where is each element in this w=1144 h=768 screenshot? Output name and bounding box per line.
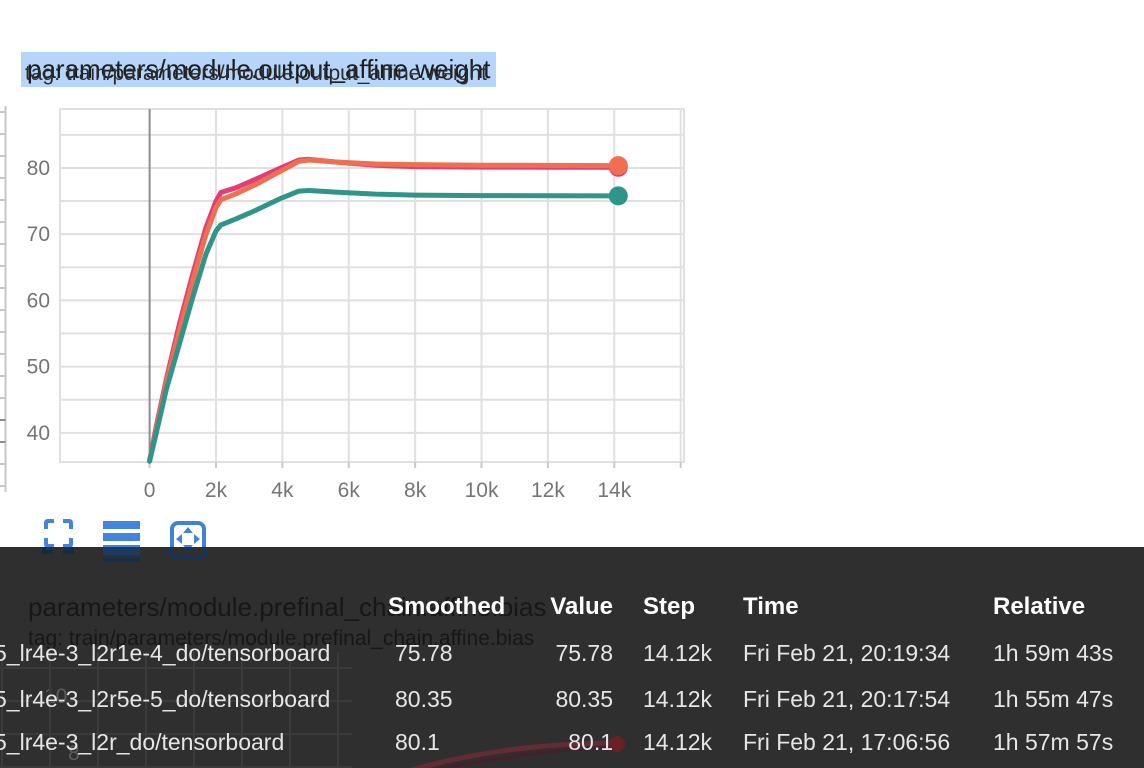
run-name: 5_lr4e-3_l2r_do/tensorboard: [0, 729, 285, 755]
run-step: 14.12k: [643, 729, 713, 755]
y-tick-label: 60: [27, 289, 50, 312]
run-smoothed: 80.1: [395, 729, 440, 755]
run-time: Fri Feb 21, 17:06:56: [743, 729, 951, 755]
fullscreen-button[interactable]: [43, 518, 74, 552]
series-line: [147, 157, 621, 464]
ghost-card-tag: tag: train/parameters/module.prefinal_ch…: [28, 627, 535, 650]
card-title-selected-text: parameters/module.output_affine.weight: [21, 52, 497, 87]
card-tag: tag: train/parameters/module.output_affi…: [25, 62, 487, 85]
run-value: 80.1: [568, 729, 613, 755]
run-value: 80.35: [555, 686, 613, 712]
x-tick-label: 10k: [465, 479, 499, 502]
ghost-y-label: 8: [68, 742, 80, 765]
tooltip-header-row: Smoothed Value Step Time Relative: [0, 592, 1144, 622]
x-tick-label: 4k: [271, 479, 294, 502]
fullscreen-icon: [44, 519, 73, 548]
x-tick-label: 14k: [597, 479, 631, 502]
x-tick-label: 0: [144, 479, 156, 502]
x-tick-label: 6k: [338, 479, 361, 502]
run-smoothed: 80.35: [395, 686, 453, 712]
ghost-card-title: parameters/module.prefinal_chain.affine.…: [28, 592, 547, 622]
x-tick-label: 8k: [404, 479, 427, 502]
run-step: 14.12k: [643, 640, 713, 666]
tooltip-row: 5_lr4e-3_l2r5e-5_do/tensorboard 80.35 80…: [0, 684, 1144, 714]
run-relative: 1h 55m 47s: [993, 686, 1114, 712]
y-tick-label: 80: [27, 157, 50, 180]
header-relative: Relative: [993, 593, 1086, 620]
y-tick-label: 50: [27, 356, 50, 379]
tooltip-row: 5_lr4e-3_l2r1e-4_do/tensorboard 75.78 75…: [0, 638, 1144, 668]
series-line: [147, 188, 621, 464]
header-step: Step: [643, 593, 696, 620]
run-name: 5_lr4e-3_l2r1e-4_do/tensorboard: [0, 640, 331, 666]
tooltip-row: 5_lr4e-3_l2r_do/tensorboard 80.1 80.1 14…: [0, 727, 1144, 757]
card-title: parameters/module.output_affine.weight: [21, 52, 497, 87]
header-smoothed: Smoothed: [388, 593, 506, 620]
y-tick-label: 70: [27, 223, 50, 246]
run-relative: 1h 57m 57s: [993, 729, 1114, 755]
series-end-dot: [608, 186, 628, 206]
run-value: 75.78: [555, 640, 613, 666]
run-relative: 1h 59m 43s: [993, 640, 1114, 666]
run-time: Fri Feb 21, 20:17:54: [743, 686, 951, 712]
tooltip-overlay: [0, 547, 1144, 768]
header-time: Time: [743, 593, 799, 620]
x-tick-label: 12k: [531, 479, 565, 502]
run-time: Fri Feb 21, 20:19:34: [743, 640, 951, 666]
scalar-line-chart[interactable]: 0 2k 4k 6k 8k 10k 12k 14k 40 50 60 70 80: [0, 0, 700, 515]
series-end-dot: [608, 156, 628, 176]
header-value: Value: [550, 593, 613, 620]
x-tick-label: 2k: [205, 479, 228, 502]
y-tick-label: 40: [27, 422, 50, 445]
plot-border: [59, 108, 685, 463]
run-smoothed: 75.78: [395, 640, 453, 666]
run-step: 14.12k: [643, 686, 713, 712]
run-name: 5_lr4e-3_l2r5e-5_do/tensorboard: [0, 686, 331, 712]
